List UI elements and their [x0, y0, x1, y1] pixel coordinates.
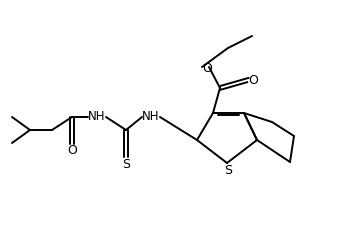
Text: NH: NH: [88, 110, 106, 124]
Text: S: S: [224, 165, 232, 178]
Text: O: O: [67, 145, 77, 157]
Text: NH: NH: [142, 110, 160, 124]
Text: S: S: [122, 157, 130, 171]
Text: O: O: [202, 62, 212, 74]
Text: O: O: [248, 73, 258, 87]
